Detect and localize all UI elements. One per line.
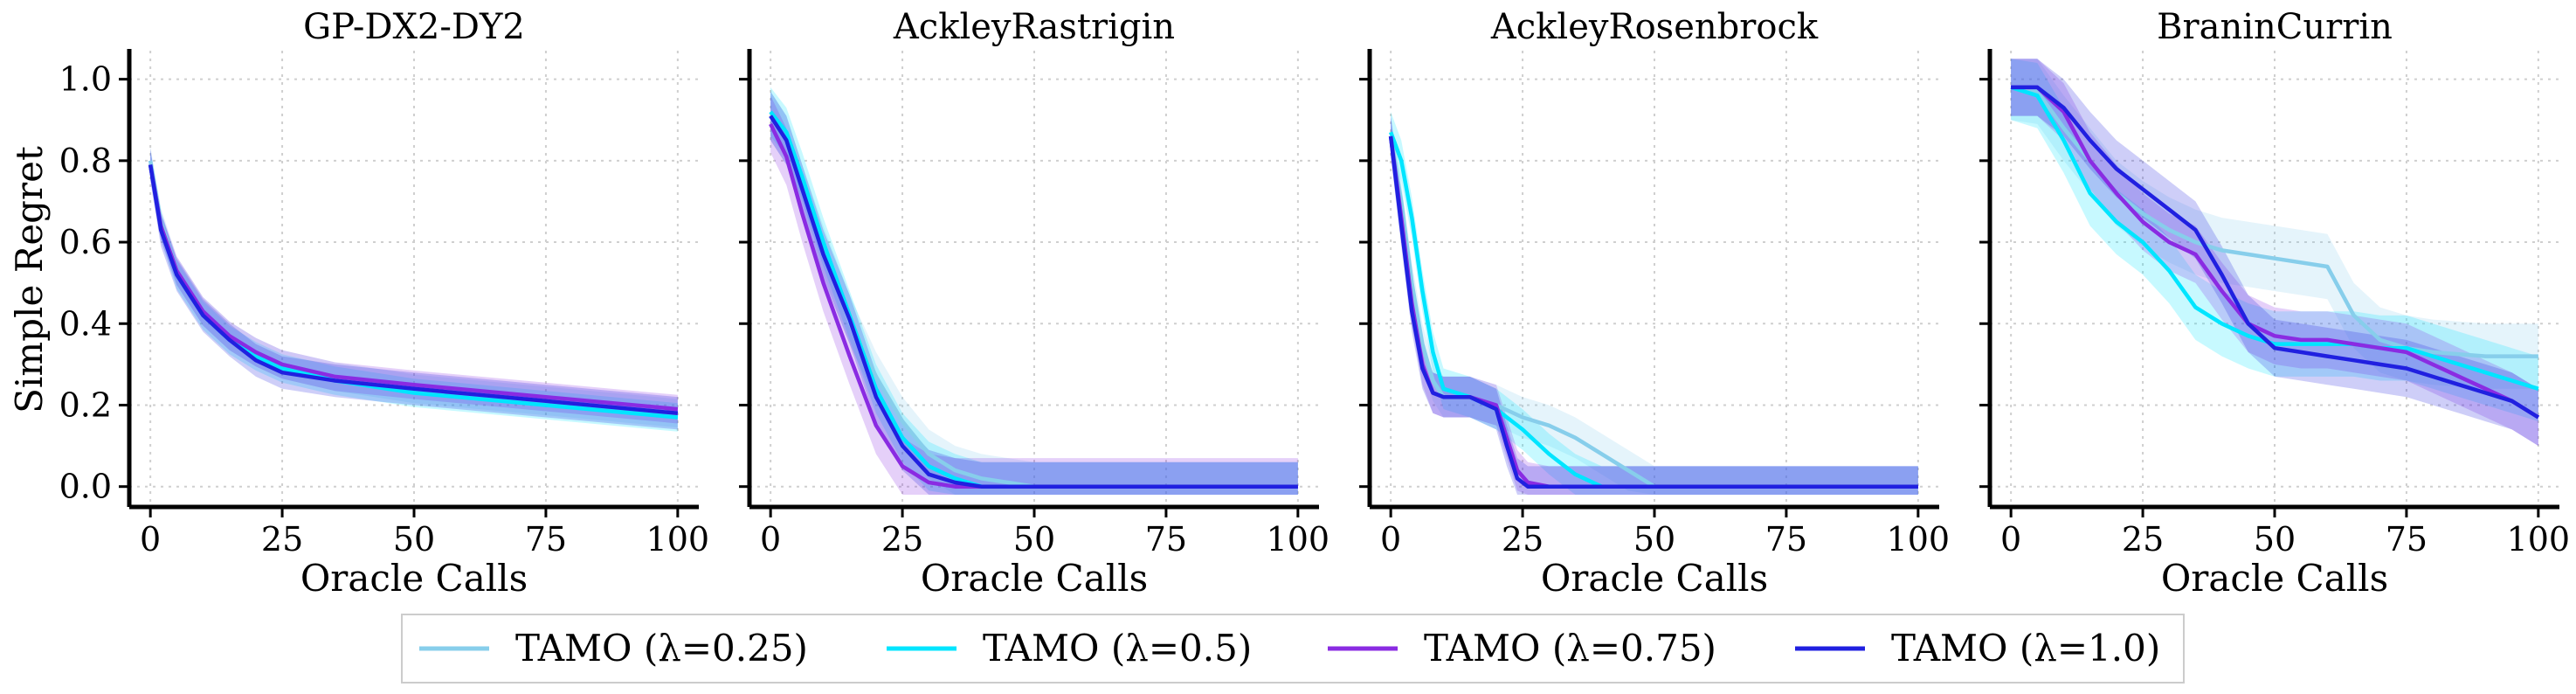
- panel-title-1: AckleyRastrigin: [893, 7, 1175, 47]
- x-tick-label-0-4: 100: [646, 520, 710, 559]
- x-tick-label-3-4: 100: [2507, 520, 2571, 559]
- panel-title-3: BraninCurrin: [2157, 7, 2393, 47]
- y-tick-label-0: 0.0: [59, 468, 112, 506]
- x-axis-label-2: Oracle Calls: [1541, 557, 1768, 600]
- y-tick-label-4: 0.8: [59, 142, 112, 180]
- legend-label-2: TAMO (λ=0.75): [1424, 627, 1716, 670]
- x-tick-label-2-4: 100: [1887, 520, 1951, 559]
- series-line-2-3: [1388, 135, 1918, 489]
- series-line-0-3: [148, 164, 679, 416]
- legend-frame: [401, 614, 2185, 684]
- series-line-1-3: [769, 115, 1298, 489]
- x-axis-label-1: Oracle Calls: [921, 557, 1148, 600]
- x-tick-label-1-1: 25: [881, 520, 923, 559]
- legend-label-3: TAMO (λ=1.0): [1891, 627, 2160, 670]
- panel-0: 0 25 50 75 100 0.0 0.2 0.4 0.6 0.8 1.0 GP-DX2-DY2 Or…: [59, 7, 710, 600]
- x-axis-label-0: Oracle Calls: [300, 557, 528, 600]
- x-tick-label-1-4: 100: [1267, 520, 1330, 559]
- y-axis-label: Simple Regret: [8, 146, 51, 413]
- legend-label-0: TAMO (λ=0.25): [515, 627, 808, 670]
- series-line-3-2: [2011, 85, 2540, 420]
- x-tick-label-0-0: 0: [140, 520, 161, 559]
- y-tick-label-3: 0.6: [59, 223, 112, 261]
- x-tick-label-1-0: 0: [760, 520, 781, 559]
- band-2-0: [1391, 115, 1918, 495]
- band-0-2: [150, 150, 678, 424]
- band-0-1: [150, 150, 678, 432]
- panel-3: 0 25 50 75 100 BraninCurrin Oracle Calls: [1979, 7, 2570, 600]
- band-0-0: [150, 146, 678, 428]
- band-0-3: [150, 148, 678, 430]
- x-tick-label-2-0: 0: [1380, 520, 1401, 559]
- y-tick-label-1: 0.2: [59, 385, 112, 424]
- x-tick-label-1-2: 50: [1013, 520, 1055, 559]
- panel-2: 0 25 50 75 100 AckleyRosenbrock Oracle Calls: [1359, 7, 1950, 600]
- series-line-3-1: [2010, 85, 2539, 391]
- series-line-3-3: [2011, 85, 2540, 420]
- legend-label-1: TAMO (λ=0.5): [983, 627, 1252, 670]
- panels: 0 25 50 75 100 0.0 0.2 0.4 0.6 0.8 1.0 GP-DX2-DY2 Or…: [59, 7, 2571, 600]
- panel-title-0: GP-DX2-DY2: [303, 7, 525, 47]
- series-line-1-2: [769, 122, 1298, 489]
- x-tick-label-3-2: 50: [2254, 520, 2296, 559]
- x-tick-label-0-3: 75: [525, 520, 567, 559]
- x-tick-label-2-2: 50: [1633, 520, 1675, 559]
- x-tick-label-2-3: 75: [1765, 520, 1807, 559]
- x-tick-label-3-3: 75: [2386, 520, 2428, 559]
- band-3-1: [2011, 59, 2538, 422]
- y-tick-label-5: 1.0: [59, 60, 112, 99]
- x-tick-label-0-2: 50: [393, 520, 435, 559]
- band-1-1: [770, 87, 1298, 496]
- x-tick-label-1-3: 75: [1145, 520, 1187, 559]
- panel-1: 0 25 50 75 100 AckleyRastrigin Oracle Calls: [739, 7, 1329, 600]
- x-tick-label-3-0: 0: [2000, 520, 2021, 559]
- panel-title-2: AckleyRosenbrock: [1490, 7, 1819, 47]
- x-tick-label-2-1: 25: [1502, 520, 1544, 559]
- x-tick-label-0-1: 25: [261, 520, 303, 559]
- x-axis-label-3: Oracle Calls: [2161, 557, 2388, 600]
- legend: TAMO (λ=0.25) TAMO (λ=0.5) TAMO (λ=0.75)…: [401, 614, 2185, 684]
- x-tick-label-3-1: 25: [2122, 520, 2164, 559]
- y-tick-label-2: 0.4: [59, 304, 112, 343]
